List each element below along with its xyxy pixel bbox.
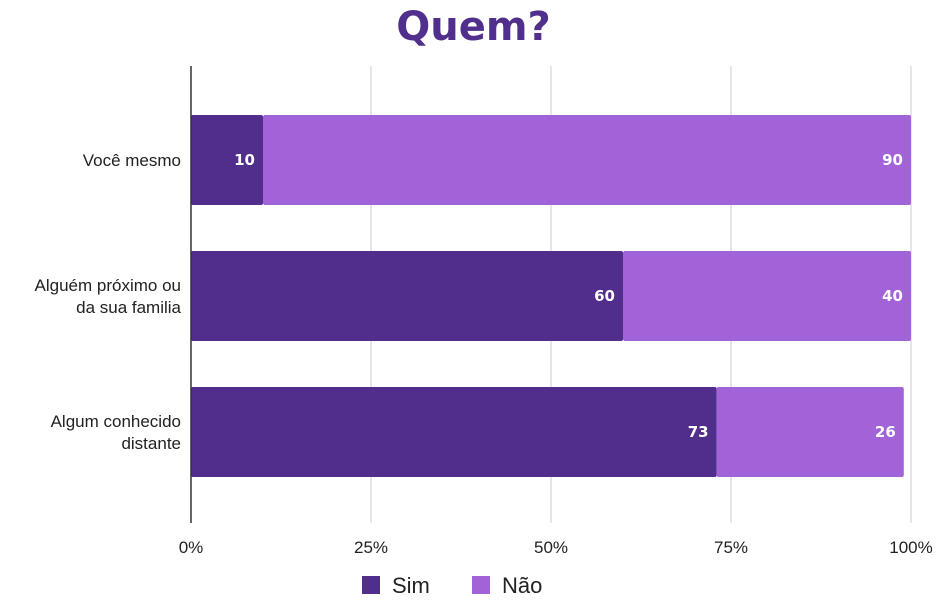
legend-label: Sim — [392, 573, 430, 598]
bar-sim — [191, 387, 717, 477]
x-tick-label: 100% — [889, 538, 932, 557]
bar-sim — [191, 115, 263, 205]
x-tick-label: 75% — [714, 538, 748, 557]
x-tick-label: 0% — [179, 538, 204, 557]
bars — [191, 115, 911, 477]
x-tick-label: 50% — [534, 538, 568, 557]
chart-title: Quem? — [396, 4, 551, 50]
data-label: 90 — [882, 151, 903, 169]
data-label: 10 — [234, 151, 255, 169]
bar-não — [716, 387, 904, 477]
data-label: 60 — [594, 287, 615, 305]
category-label: Alguém próximo ou da sua familia — [35, 276, 182, 317]
data-labels: 10 90 60 40 73 26 — [234, 151, 903, 441]
data-label: 26 — [875, 423, 896, 441]
x-tick-label: 25% — [354, 538, 388, 557]
axes: 0% 25% 50% 75% 100% Você mesmo Alguém próximo … — [35, 66, 933, 557]
legend-swatch-sim — [362, 576, 380, 594]
legend-swatch-não — [472, 576, 490, 594]
legend-label: Não — [502, 573, 542, 598]
bar-não — [263, 115, 911, 205]
bar-não — [623, 251, 911, 341]
legend: Sim Não — [362, 573, 542, 598]
data-label: 73 — [688, 423, 709, 441]
category-label: Você mesmo — [83, 151, 181, 170]
bar-sim — [191, 251, 623, 341]
data-label: 40 — [882, 287, 903, 305]
category-label: Algum conhecido distante — [51, 412, 181, 453]
